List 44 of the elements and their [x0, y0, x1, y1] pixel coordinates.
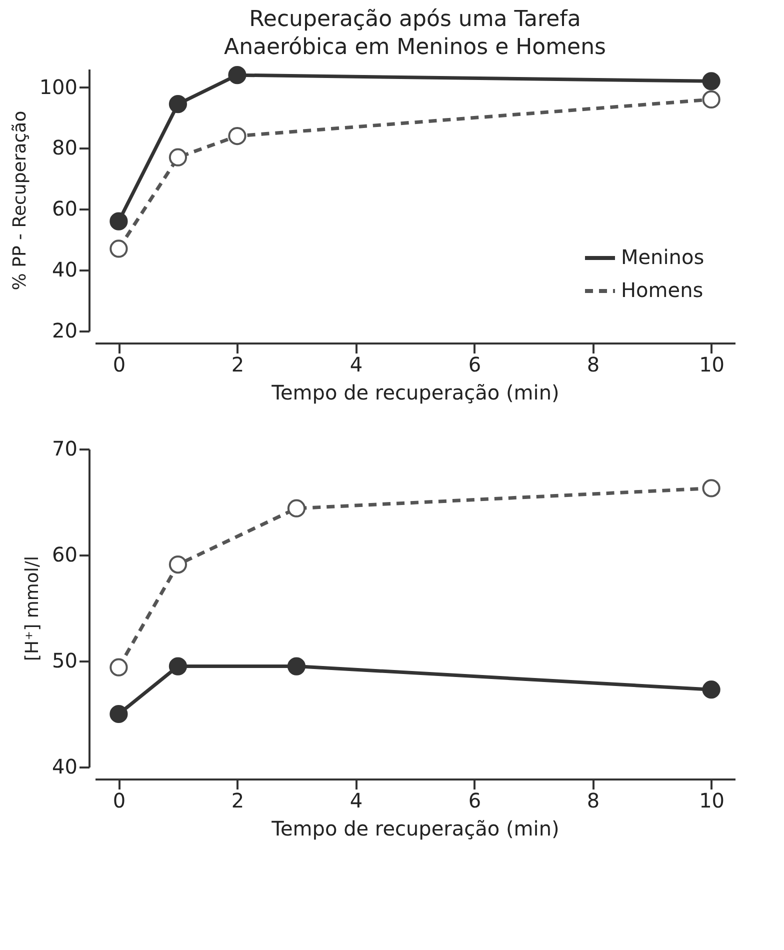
y-tick-label: 70	[52, 436, 78, 460]
point	[228, 66, 246, 84]
point	[702, 72, 720, 90]
point	[168, 148, 188, 166]
point	[702, 90, 720, 109]
point	[110, 704, 128, 724]
y-tick-label: 50	[52, 648, 78, 672]
x-tick-label: 8	[586, 788, 600, 812]
y-tick-label: 40	[52, 754, 78, 778]
point	[228, 126, 246, 146]
chart-title: Recuperação após uma Tarefa Anaeróbica em Meninos e Homens	[224, 7, 606, 60]
y-axis-title: % PP - Recuperação	[9, 110, 30, 290]
legend-label: Homens	[621, 278, 704, 302]
x-tick-label: 2	[231, 788, 244, 812]
x-tick-label: 10	[699, 352, 725, 376]
point	[168, 94, 188, 114]
point	[168, 555, 188, 574]
point	[702, 680, 720, 699]
y-tick-label: 100	[39, 74, 78, 99]
point	[168, 657, 188, 676]
point	[110, 658, 128, 676]
x-tick-label: 6	[468, 788, 482, 812]
x-tick-label: 2	[231, 352, 244, 376]
y-tick-label: 80	[52, 136, 78, 160]
point	[702, 479, 720, 498]
y-tick-label: 60	[52, 196, 78, 221]
y-tick-label: 60	[52, 542, 78, 566]
point	[110, 212, 128, 230]
x-tick-label: 10	[699, 788, 725, 812]
x-tick-label: 4	[350, 788, 363, 812]
x-axis-title: Tempo de recuperação (min)	[270, 380, 560, 404]
x-tick-label: 0	[112, 352, 126, 376]
legend-label: Meninos	[621, 245, 704, 269]
point	[110, 240, 128, 258]
x-tick-label: 4	[350, 352, 363, 376]
point	[287, 499, 306, 518]
x-tick-label: 6	[468, 352, 482, 376]
y-axis-title: [H⁺] mmol/l	[22, 556, 44, 661]
y-tick-label: 40	[52, 258, 78, 282]
x-tick-label: 8	[586, 352, 600, 376]
y-tick-label: 20	[52, 318, 78, 342]
x-tick-label: 0	[112, 788, 126, 812]
point	[287, 657, 306, 676]
x-axis-title: Tempo de recuperação (min)	[270, 816, 560, 840]
